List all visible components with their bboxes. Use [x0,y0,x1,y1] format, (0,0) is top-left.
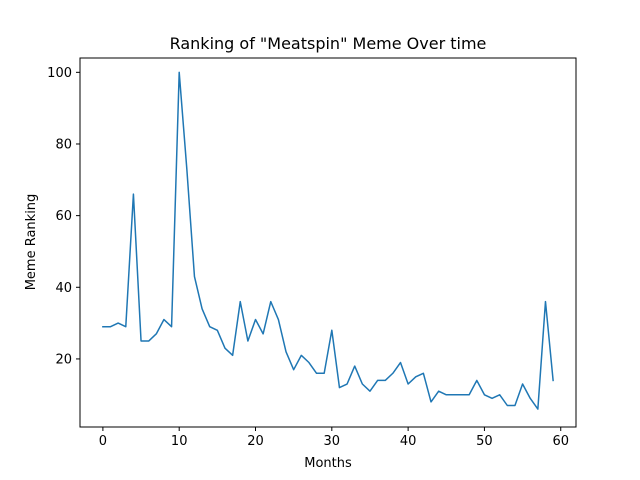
y-tick-label: 40 [55,281,72,296]
x-axis-label: Months [304,456,352,471]
plot-area [79,57,577,428]
y-tick-label: 20 [55,352,72,367]
series-line [102,71,554,410]
x-tick-label: 50 [476,434,493,449]
y-tick-label: 60 [55,209,72,224]
y-tick-label: 100 [47,66,72,81]
x-tick-label: 60 [552,434,569,449]
x-tick-label: 10 [171,434,188,449]
series-group [102,71,554,410]
y-tick-label: 80 [55,137,72,152]
x-tick-label: 30 [324,434,341,449]
y-axis: 20 40 60 80 100 [47,66,80,367]
chart-title: Ranking of "Meatspin" Meme Over time [170,34,487,53]
x-tick-label: 40 [400,434,417,449]
x-tick-label: 20 [247,434,264,449]
y-axis-label: Meme Ranking [24,194,39,291]
x-tick-label: 0 [99,434,107,449]
x-axis: 0 10 20 30 40 50 60 [99,427,569,449]
